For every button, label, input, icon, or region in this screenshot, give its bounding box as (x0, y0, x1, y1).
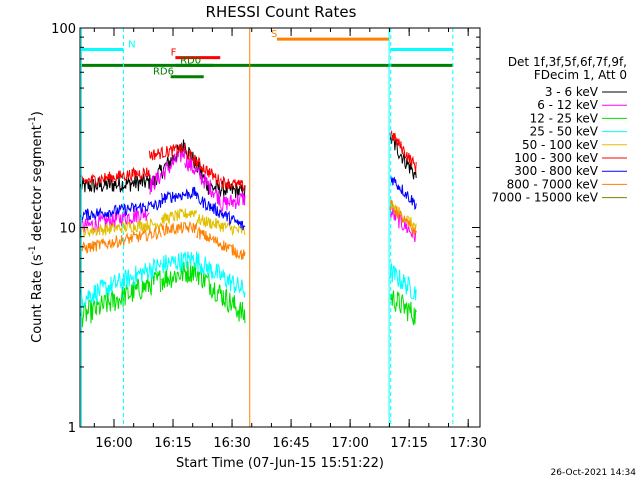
series-3-segment-0 (80, 257, 162, 308)
y-tick-label-2: 100 (51, 22, 76, 37)
series-7-segment-1 (160, 220, 198, 237)
x-axis-label: Start Time (07-Jun-15 15:51:22) (176, 456, 384, 471)
series-5-segment-3 (219, 175, 246, 192)
y-axis-label: Count Rate (s-1 detector segment-1) (28, 111, 45, 343)
series-6-segment-0 (80, 199, 162, 222)
series-7-segment-3 (389, 198, 417, 238)
y-axis-label-rest: detector segment (30, 125, 45, 245)
x-tick-label-5: 17:15 (390, 436, 427, 451)
x-tick-label-1: 16:15 (154, 436, 191, 451)
vline-layer (80, 28, 454, 427)
axis-layer: 16:00 16:15 16:30 16:45 17:00 17:15 17:30 1 10 10… (51, 22, 487, 451)
series-3-segment-1 (160, 251, 198, 274)
series-1-segment-3 (220, 192, 246, 214)
series-layer (80, 129, 417, 328)
series-1-segment-2 (184, 155, 221, 207)
series-0-segment-3 (207, 179, 246, 200)
legend: Det 1f,3f,5f,6f,7f,9f, FDecim 1, Att 0 3… (491, 55, 627, 205)
legend-entry-label-2: 12 - 25 keV (530, 111, 599, 125)
y-axis-label-main: Count Rate (s (30, 254, 45, 343)
x-tick-label-2: 16:30 (213, 436, 250, 451)
series-6-segment-1 (160, 186, 198, 205)
legend-entry-label-4: 50 - 100 keV (522, 138, 599, 152)
legend-entry-label-6: 300 - 800 keV (514, 164, 598, 178)
legend-entry-label-8: 7000 - 15000 keV (491, 191, 598, 205)
series-1-segment-4 (389, 206, 417, 243)
y-axis-label-sup2: -1 (28, 116, 38, 125)
flag-label-6: RD6 (153, 67, 174, 78)
flag-label-4: RD0 (180, 55, 201, 66)
series-4-segment-2 (196, 214, 246, 237)
legend-entry-label-1: 6 - 12 keV (537, 98, 599, 112)
series-6-segment-2 (196, 192, 246, 231)
chart-title: RHESSI Count Rates (206, 3, 357, 21)
series-5-segment-2 (184, 149, 221, 189)
legend-entry-label-5: 100 - 300 keV (514, 151, 598, 165)
legend-entry-label-7: 800 - 7000 keV (507, 177, 599, 191)
series-7-segment-0 (80, 226, 162, 254)
series-0-segment-1 (156, 139, 186, 186)
series-3-segment-3 (389, 262, 417, 301)
y-tick-label-1: 10 (59, 222, 76, 237)
x-tick-label-3: 16:45 (272, 436, 309, 451)
legend-entry-label-0: 3 - 6 keV (545, 85, 599, 99)
flag-label-3: F (171, 48, 177, 59)
series-0-segment-0 (80, 173, 157, 193)
series-4-segment-0 (80, 218, 162, 238)
series-2-segment-2 (196, 266, 246, 324)
x-tick-label-0: 16:00 (95, 436, 132, 451)
y-axis-label-sup: -1 (28, 245, 38, 254)
series-2-segment-3 (389, 290, 417, 326)
series-5-segment-4 (389, 129, 417, 173)
series-1-segment-0 (80, 205, 150, 236)
flag-label-0: N (128, 40, 135, 51)
y-tick-label-0: 1 (68, 421, 76, 436)
x-tick-label-4: 17:00 (331, 436, 368, 451)
series-5-segment-0 (80, 166, 150, 187)
legend-header-1: Det 1f,3f,5f,6f,7f,9f, (508, 55, 627, 69)
series-4-segment-1 (160, 208, 198, 225)
series-3-segment-2 (196, 253, 246, 298)
series-6-segment-3 (389, 175, 417, 211)
timestamp: 26-Oct-2021 14:34 (551, 468, 637, 478)
y-axis-label-close: ) (30, 111, 45, 116)
series-5-segment-1 (148, 142, 186, 161)
series-7-segment-2 (196, 226, 246, 260)
legend-header-2: FDecim 1, Att 0 (534, 68, 627, 82)
flag-label-2: S (271, 29, 277, 40)
legend-entry-label-3: 25 - 50 keV (530, 125, 599, 139)
x-tick-label-6: 17:30 (449, 436, 486, 451)
series-0-segment-4 (389, 133, 417, 180)
